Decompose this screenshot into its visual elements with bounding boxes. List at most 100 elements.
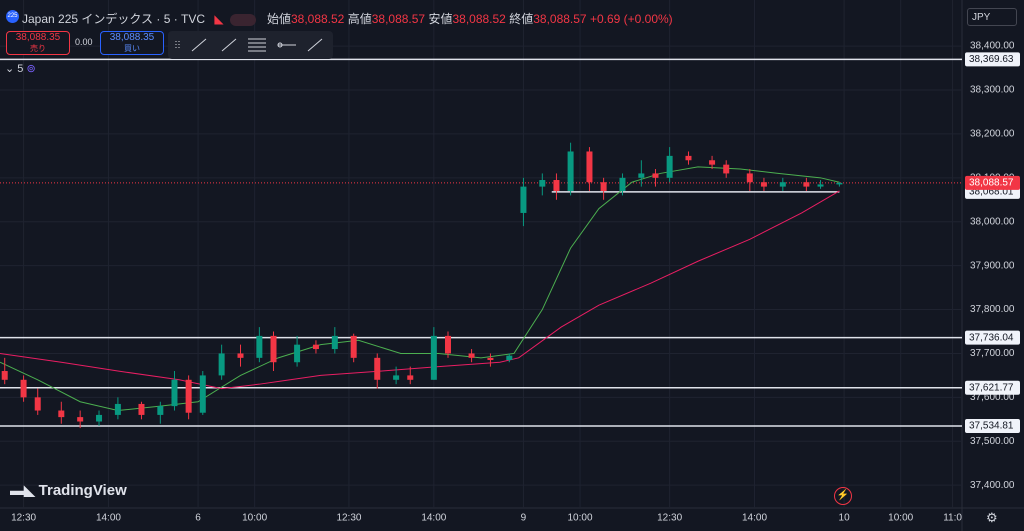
candle-body xyxy=(237,353,244,358)
candle-body xyxy=(294,344,301,363)
change: +0.69 (+0.00%) xyxy=(589,12,673,26)
candle-body xyxy=(157,406,164,415)
high-label: 高値 xyxy=(347,12,372,26)
candle-body xyxy=(331,335,338,350)
x-tick-label: 12:30 xyxy=(11,513,36,524)
open: 38,088.52 xyxy=(290,12,345,26)
y-tick-label: 38,200.00 xyxy=(970,129,1015,140)
drawing-toolbar xyxy=(168,31,333,59)
y-tick-label: 38,400.00 xyxy=(970,41,1015,52)
candle-body xyxy=(199,375,206,413)
price-label: 38,068.01 xyxy=(969,187,1014,198)
candle-body xyxy=(468,353,475,358)
interval: 5 xyxy=(17,63,24,75)
symbol-header: Japan 225 インデックス · 5 · TVC ◣ 始値38,088.52… xyxy=(22,12,673,26)
y-tick-label: 37,700.00 xyxy=(970,348,1015,359)
candle-body xyxy=(652,173,659,178)
high: 38,088.57 xyxy=(371,12,426,26)
candle-body xyxy=(20,379,27,398)
candle-body xyxy=(619,177,626,191)
spread: 0.00 xyxy=(75,37,93,47)
candle-body xyxy=(185,379,192,413)
currency[interactable]: JPY xyxy=(967,8,1017,26)
candle-body xyxy=(34,397,41,411)
low: 38,088.52 xyxy=(452,12,506,26)
toolbar-icons xyxy=(175,38,323,52)
candle-body xyxy=(746,173,753,183)
candle-body xyxy=(836,182,843,185)
candle-body xyxy=(312,344,319,350)
candle-body xyxy=(171,379,178,407)
candle-body xyxy=(586,151,593,183)
x-tick-label: 6 xyxy=(195,513,201,524)
candle-body xyxy=(138,403,145,415)
candle-body xyxy=(638,173,645,178)
price-label: 37,534.81 xyxy=(969,421,1014,432)
close-label: 終値 xyxy=(509,12,534,26)
candle-body xyxy=(218,353,225,376)
candle-body xyxy=(539,180,546,187)
candle-body xyxy=(779,182,786,187)
candle-body xyxy=(567,151,574,191)
candle-body xyxy=(58,410,65,418)
sell-button[interactable]: 38,088.35 売り xyxy=(6,31,70,55)
candle-body xyxy=(374,357,381,380)
y-tick-label: 38,000.00 xyxy=(970,216,1015,227)
candle-body xyxy=(520,186,527,213)
candle-body xyxy=(350,335,357,358)
candle-body xyxy=(760,182,767,187)
y-tick-label: 37,800.00 xyxy=(970,304,1015,315)
candle-body xyxy=(77,417,84,422)
y-tick-label: 38,300.00 xyxy=(970,85,1015,96)
x-tick-label: 14:00 xyxy=(96,513,121,524)
candle-body xyxy=(96,414,103,422)
price-label-box xyxy=(965,330,1020,345)
candle-body xyxy=(430,335,437,380)
x-tick-label: 10:00 xyxy=(242,513,267,524)
candle-body xyxy=(723,164,730,174)
x-tick-label: 10:00 xyxy=(888,513,913,524)
x-tick-label: 14:00 xyxy=(742,513,767,524)
price-label-box xyxy=(965,418,1020,433)
y-tick-label: 37,500.00 xyxy=(970,436,1015,447)
candle-body xyxy=(256,335,263,358)
symbol[interactable]: Japan 225 インデックス · 5 · TVC xyxy=(22,12,206,26)
candle-body xyxy=(803,182,810,187)
symbol-badge[interactable]: 225 xyxy=(6,10,19,23)
last-price-box xyxy=(965,175,1020,190)
interval-toggle[interactable]: ⌄ 5 ⊚ xyxy=(5,63,36,75)
candle-body xyxy=(553,180,560,191)
buy-button[interactable]: 38,088.35 買い xyxy=(100,31,164,55)
logo: ▬◣ TradingView xyxy=(10,482,127,499)
price-label-box xyxy=(965,52,1020,67)
candle-body xyxy=(407,375,414,380)
price-label: 37,736.04 xyxy=(969,332,1014,343)
logo-text: TradingView xyxy=(38,482,127,499)
candle-body xyxy=(666,155,673,178)
candle-body xyxy=(709,160,716,165)
x-tick-label: 9 xyxy=(521,513,527,524)
candle-body xyxy=(487,357,494,361)
x-tick-label: 11:0 xyxy=(943,513,962,524)
x-tick-label: 14:00 xyxy=(421,513,446,524)
candle-body xyxy=(506,355,513,361)
moving-average xyxy=(0,166,840,412)
candle-body xyxy=(270,335,277,363)
candle-body xyxy=(393,375,400,380)
price-label: 38,369.63 xyxy=(969,54,1014,65)
price-label: 37,621.77 xyxy=(969,382,1014,393)
alert-icon[interactable]: ⚡ xyxy=(834,487,852,505)
close: 38,088.57 xyxy=(533,12,587,26)
buy-label: 買い xyxy=(124,44,140,53)
x-tick-label: 12:30 xyxy=(657,513,682,524)
last-price-label: 38,088.57 xyxy=(969,177,1014,188)
settings-icon[interactable]: ⚙ xyxy=(986,510,998,525)
candle-body xyxy=(600,182,607,191)
x-tick-label: 12:30 xyxy=(336,513,361,524)
sell-price: 38,088.35 xyxy=(15,32,61,43)
candle-body xyxy=(817,184,824,187)
x-tick-label: 10:00 xyxy=(568,513,593,524)
candle-body xyxy=(1,371,8,380)
